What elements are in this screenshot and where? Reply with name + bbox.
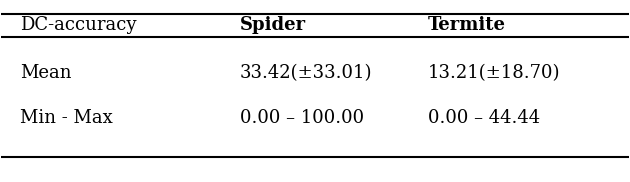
Text: Mean: Mean — [20, 64, 72, 82]
Text: 0.00 – 44.44: 0.00 – 44.44 — [428, 109, 540, 127]
Text: Spider: Spider — [240, 16, 306, 34]
Text: Min - Max: Min - Max — [20, 109, 113, 127]
Text: Termite: Termite — [428, 16, 506, 34]
Text: DC-accuracy: DC-accuracy — [20, 16, 137, 34]
Text: 33.42(±33.01): 33.42(±33.01) — [240, 64, 372, 82]
Text: 13.21(±18.70): 13.21(±18.70) — [428, 64, 561, 82]
Text: 0.00 – 100.00: 0.00 – 100.00 — [240, 109, 364, 127]
